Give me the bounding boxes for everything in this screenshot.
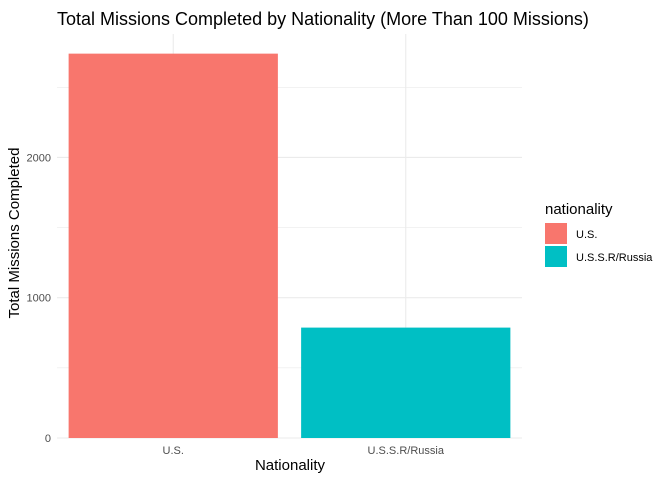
y-axis-ticks: 0 1000 2000 xyxy=(27,152,51,445)
x-tick-label: U.S. xyxy=(163,445,184,457)
chart-title: Total Missions Completed by Nationality … xyxy=(57,9,589,29)
x-axis-ticks: U.S. U.S.S.R/Russia xyxy=(163,445,445,457)
x-axis-label: Nationality xyxy=(255,457,326,474)
legend-title: nationality xyxy=(545,201,613,218)
bar-u-s-s-r-russia xyxy=(301,327,511,438)
y-tick-label: 0 xyxy=(45,433,51,445)
y-tick-label: 2000 xyxy=(27,152,51,164)
legend-swatch xyxy=(545,246,567,267)
x-tick-label: U.S.S.R/Russia xyxy=(368,445,445,457)
legend: nationality U.S. U.S.S.R/Russia xyxy=(545,201,653,267)
bars xyxy=(68,53,511,439)
legend-label: U.S.S.R/Russia xyxy=(576,252,653,264)
legend-swatch xyxy=(545,223,567,244)
legend-items: U.S. U.S.S.R/Russia xyxy=(545,223,653,267)
legend-label: U.S. xyxy=(576,229,597,241)
y-tick-label: 1000 xyxy=(27,293,51,305)
bar-u-s xyxy=(68,53,278,439)
y-axis-label: Total Missions Completed xyxy=(6,148,23,319)
